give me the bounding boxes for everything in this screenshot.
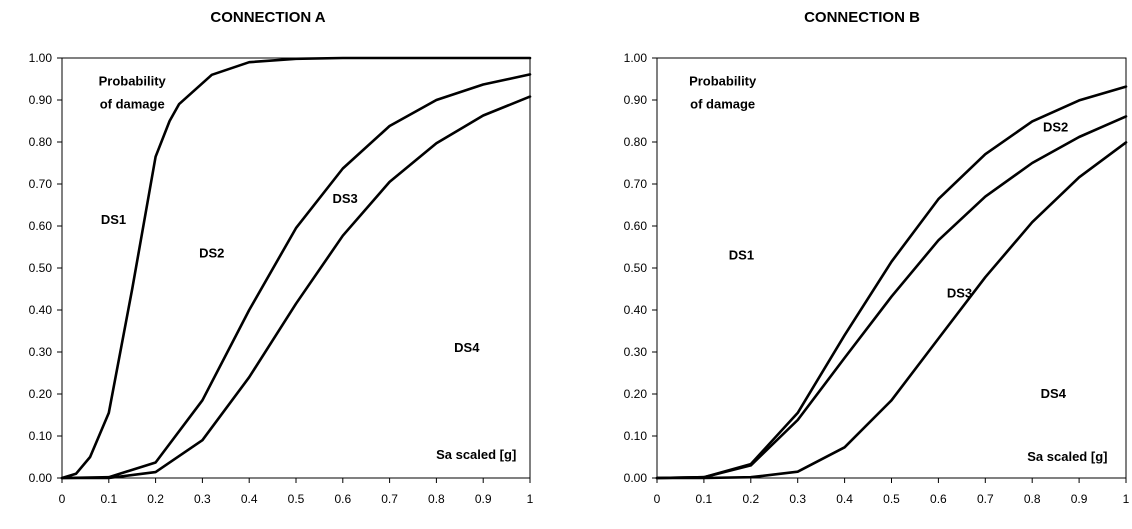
y-tick-label: 0.40: [624, 303, 648, 317]
y-tick-label: 0.70: [29, 177, 53, 191]
x-tick-label: 0: [654, 492, 661, 506]
x-tick-label: 0.9: [1071, 492, 1088, 506]
annotation-label: Probability: [689, 73, 757, 88]
x-tick-label: 0.7: [977, 492, 994, 506]
y-tick-label: 0.10: [29, 429, 53, 443]
y-tick-label: 0.00: [624, 471, 648, 485]
annotation-label: DS2: [199, 246, 224, 261]
x-tick-label: 0.1: [696, 492, 713, 506]
y-tick-label: 0.60: [624, 219, 648, 233]
y-tick-label: 0.40: [29, 303, 53, 317]
x-tick-label: 0.2: [742, 492, 759, 506]
annotation-label: DS4: [454, 340, 480, 355]
y-tick-label: 0.20: [624, 387, 648, 401]
y-tick-label: 0.50: [29, 261, 53, 275]
x-tick-label: 0.6: [930, 492, 947, 506]
x-tick-label: 0.5: [288, 492, 305, 506]
x-tick-label: 0.3: [789, 492, 806, 506]
y-tick-label: 0.00: [29, 471, 53, 485]
y-tick-label: 0.80: [29, 135, 53, 149]
series-line: [657, 87, 1126, 478]
annotation-label: Sa scaled [g]: [436, 447, 516, 462]
y-tick-label: 0.50: [624, 261, 648, 275]
y-tick-label: 0.70: [624, 177, 648, 191]
chart-connection-a: CONNECTION A 0.000.100.200.300.400.500.6…: [29, 9, 534, 506]
x-tick-label: 1: [1123, 492, 1130, 506]
annotation-label: of damage: [100, 96, 165, 111]
annotation-label: Probability: [99, 73, 167, 88]
y-tick-label: 0.90: [624, 93, 648, 107]
x-tick-label: 0.1: [100, 492, 117, 506]
y-tick-label: 0.30: [29, 345, 53, 359]
x-tick-label: 0.4: [836, 492, 853, 506]
x-tick-label: 0.7: [381, 492, 398, 506]
series-line: [62, 58, 530, 478]
x-tick-label: 0.3: [194, 492, 211, 506]
chart-connection-b: CONNECTION B 0.000.100.200.300.400.500.6…: [624, 9, 1130, 506]
y-tick-label: 1.00: [29, 51, 53, 65]
x-tick-label: 0.9: [475, 492, 492, 506]
chart-title: CONNECTION A: [210, 9, 325, 26]
x-tick-label: 0.2: [147, 492, 164, 506]
x-tick-label: 1: [527, 492, 534, 506]
x-tick-label: 0.4: [241, 492, 258, 506]
annotation-label: DS3: [332, 191, 357, 206]
y-tick-label: 0.60: [29, 219, 53, 233]
series-line: [62, 74, 530, 478]
annotation-label: of damage: [690, 96, 755, 111]
annotation-label: DS1: [729, 248, 754, 263]
plot-frame: [62, 58, 530, 478]
x-tick-label: 0: [59, 492, 66, 506]
annotation-label: DS3: [947, 285, 972, 300]
chart-title: CONNECTION B: [804, 9, 920, 26]
y-tick-label: 0.20: [29, 387, 53, 401]
series-line: [657, 116, 1126, 478]
annotation-label: Sa scaled [g]: [1027, 449, 1107, 464]
y-tick-label: 0.90: [29, 93, 53, 107]
y-tick-label: 1.00: [624, 51, 648, 65]
series-line: [657, 142, 1126, 478]
x-tick-label: 0.8: [428, 492, 445, 506]
x-tick-label: 0.8: [1024, 492, 1041, 506]
y-tick-label: 0.10: [624, 429, 648, 443]
x-tick-label: 0.6: [334, 492, 351, 506]
x-tick-label: 0.5: [883, 492, 900, 506]
annotation-label: DS4: [1041, 386, 1067, 401]
y-tick-label: 0.80: [624, 135, 648, 149]
annotation-label: DS2: [1043, 120, 1068, 135]
y-tick-label: 0.30: [624, 345, 648, 359]
annotation-label: DS1: [101, 212, 126, 227]
